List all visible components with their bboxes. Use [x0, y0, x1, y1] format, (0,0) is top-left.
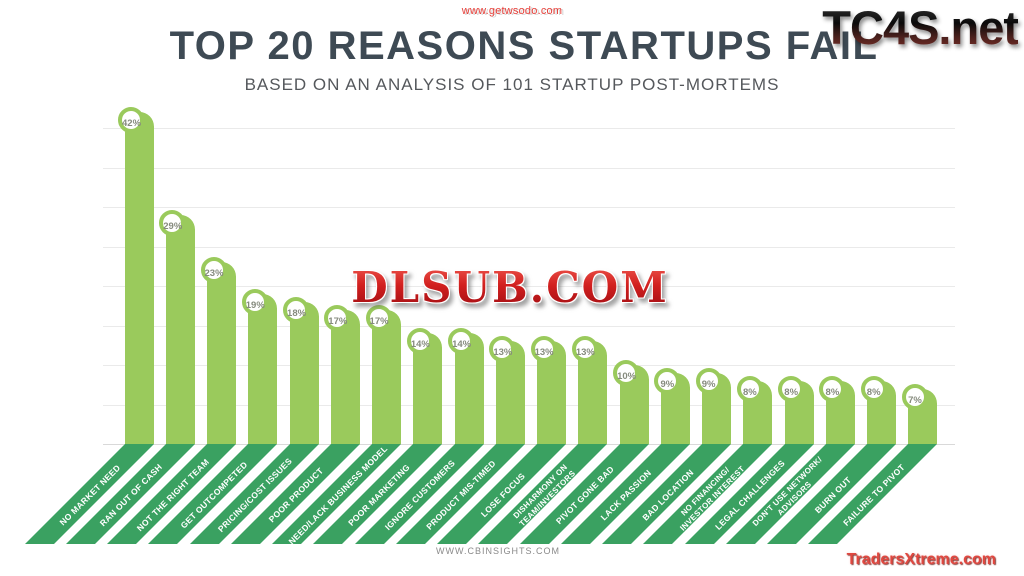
bar-value-badge: 7% [901, 383, 928, 410]
bar [372, 309, 402, 444]
watermark-getwsodo: www.getwsodo.com [461, 5, 563, 17]
bar [330, 309, 360, 444]
watermark-tradersxtreme: TradersXtreme.com [846, 551, 996, 568]
bar-value-badge: 8% [860, 375, 887, 402]
bar [289, 301, 319, 444]
chart-subtitle: BASED ON AN ANALYSIS OF 101 STARTUP POST… [244, 75, 780, 94]
bar-value-badge: 18% [283, 296, 310, 323]
chart-title: TOP 20 REASONS STARTUPS FAIL [169, 24, 879, 68]
bar-value-badge: 8% [819, 375, 846, 402]
bar-value-badge: 19% [241, 288, 268, 315]
gridline [103, 365, 955, 366]
bar-value-badge: 9% [654, 367, 681, 394]
bar-value-badge: 42% [118, 107, 144, 134]
bar-value-badge: 8% [778, 375, 805, 402]
gridline [103, 325, 955, 327]
bar-value-badge: 17% [365, 304, 392, 331]
watermark-tc4s: TC4S.net [822, 1, 1019, 54]
gridline [103, 286, 955, 287]
bar-value-badge: 17% [324, 304, 351, 331]
bar-value-badge: 14% [448, 328, 475, 355]
x-axis-baseline [103, 444, 955, 445]
bar-value-badge: 13% [489, 336, 516, 363]
watermark-dlsub: DLSUB.COM [0, 263, 1022, 312]
bar-value-badge: 13% [530, 336, 557, 363]
gridline [103, 128, 955, 129]
bar-value-badge: 8% [736, 375, 763, 402]
source-credit: WWW.CBINSIGHTS.COM [436, 546, 560, 556]
bar-value-badge: 29% [159, 209, 186, 236]
gridline [103, 404, 955, 406]
bar [248, 293, 278, 444]
bar-value-badge: 14% [406, 328, 433, 355]
bar-value-badge: 10% [613, 360, 640, 386]
bar-value-badge: 23% [200, 257, 227, 284]
bar [124, 112, 154, 444]
bar-value-badge: 13% [571, 336, 598, 363]
bar [207, 262, 237, 444]
bar-value-badge: 9% [695, 367, 722, 394]
gridline [103, 246, 955, 248]
gridline [103, 167, 955, 169]
gridline [103, 207, 955, 208]
bar [165, 214, 195, 444]
